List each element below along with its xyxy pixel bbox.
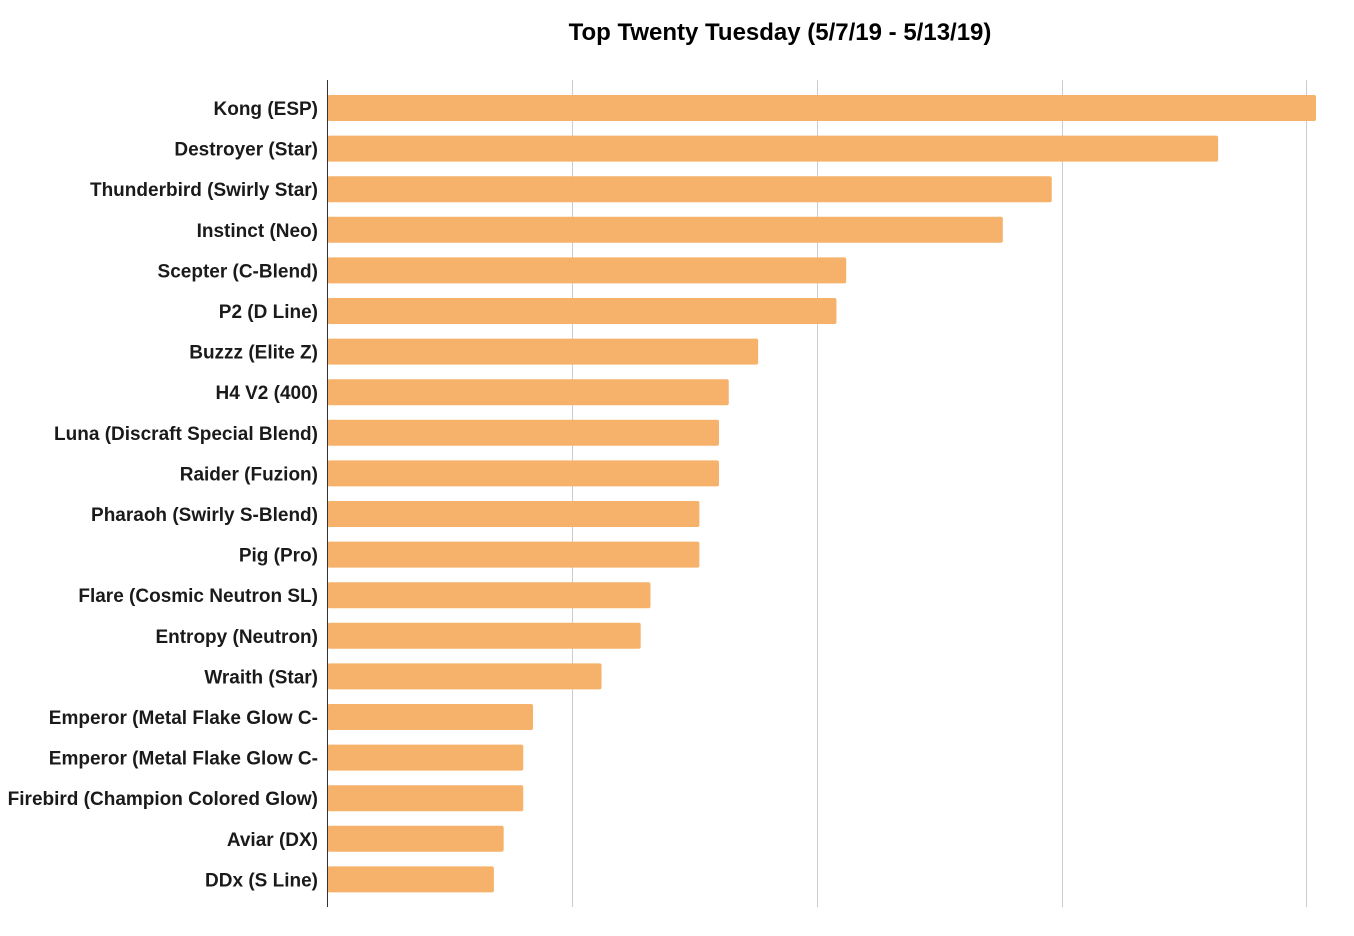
bar [327,785,524,812]
category-label: Luna (Discraft Special Blend) [54,424,318,445]
bar [327,338,759,365]
bar [327,216,1003,243]
chart-title: Top Twenty Tuesday (5/7/19 - 5/13/19) [569,19,992,46]
bar [327,825,504,852]
category-label: Raider (Fuzion) [180,464,318,485]
bar [327,501,700,527]
category-label: H4 V2 (400) [216,383,318,404]
category-label: Wraith (Star) [204,667,318,688]
bar [327,257,847,284]
bar [327,582,651,609]
bar [327,866,494,893]
bars [327,95,1316,893]
bar [327,460,719,487]
category-label: Scepter (C-Blend) [158,261,318,282]
category-label: Emperor (Metal Flake Glow C- [49,708,318,729]
category-label: Aviar (DX) [227,830,318,851]
bar [327,541,700,568]
bar [327,176,1052,203]
category-labels: Kong (ESP) Destroyer (Star) Thunderbird (S… [8,99,318,891]
bar [327,95,1316,121]
bar [327,419,719,446]
bar [327,744,524,771]
bar [327,663,602,690]
bar [327,135,1219,162]
category-label: P2 (D Line) [219,302,318,323]
category-label: Flare (Cosmic Neutron SL) [78,586,318,607]
category-label: Pharaoh (Swirly S-Blend) [91,505,318,526]
bar [327,704,534,730]
category-label: Firebird (Champion Colored Glow) [8,789,318,810]
category-label: Instinct (Neo) [197,221,318,242]
gridlines [572,80,1307,907]
category-label: Destroyer (Star) [174,140,318,161]
category-label: Entropy (Neutron) [155,627,318,648]
category-label: Thunderbird (Swirly Star) [90,180,318,201]
category-label: Pig (Pro) [239,546,318,567]
bar [327,298,837,324]
category-label: Kong (ESP) [214,99,319,120]
category-label: Emperor (Metal Flake Glow C- [49,749,318,770]
category-label: DDx (S Line) [205,870,318,891]
category-label: Buzzz (Elite Z) [189,343,318,364]
bar [327,379,729,406]
bar [327,622,641,649]
